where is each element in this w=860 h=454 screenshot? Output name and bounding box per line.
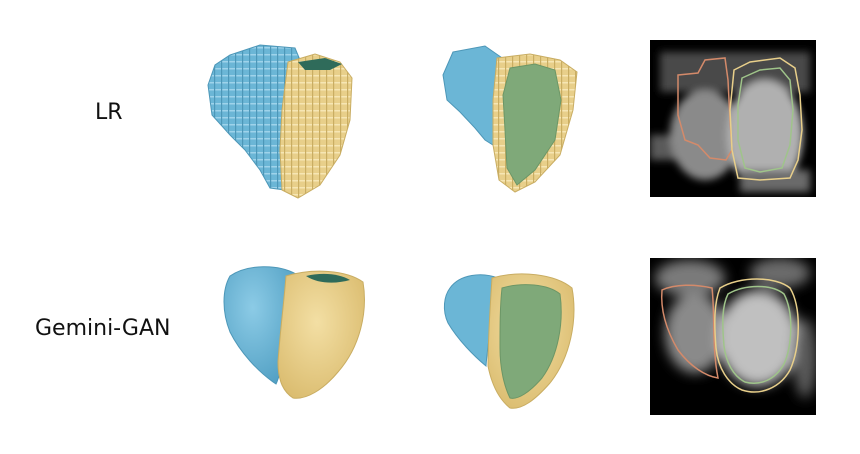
lr-right-ventricle — [207, 44, 301, 191]
lr-cut-left-ventricle-cavity — [502, 63, 562, 186]
row-label-lr: LR — [95, 100, 123, 125]
lr-lv-cavity-contour — [737, 67, 794, 173]
gemini-gan-cut-left-ventricle-cavity — [499, 284, 562, 399]
lr-mri-slice — [650, 40, 816, 197]
gemini-gan-lv-cavity-contour — [722, 285, 792, 384]
gemini-gan-left-ventricle-cavity-top — [306, 273, 350, 283]
gemini-gan-heart-cutaway-render — [443, 273, 575, 409]
lr-heart-3d-render — [207, 44, 353, 199]
lr-lv-wall-contour — [729, 57, 803, 181]
gemini-gan-mri-slice — [650, 258, 816, 415]
gemini-gan-left-ventricle-wall — [277, 270, 365, 399]
gemini-gan-cut-right-ventricle — [443, 274, 499, 368]
lr-left-ventricle-cavity-top — [298, 58, 342, 70]
lr-heart-cutaway-render — [442, 45, 578, 193]
lr-left-ventricle-wall — [279, 53, 353, 199]
lr-cut-right-ventricle — [442, 45, 506, 146]
gemini-gan-heart-3d-render — [223, 266, 365, 399]
row-label-gemini-gan: Gemini-GAN — [35, 316, 171, 341]
gemini-gan-lv-wall-contour — [714, 278, 799, 393]
gemini-gan-rv-contour — [660, 284, 719, 379]
